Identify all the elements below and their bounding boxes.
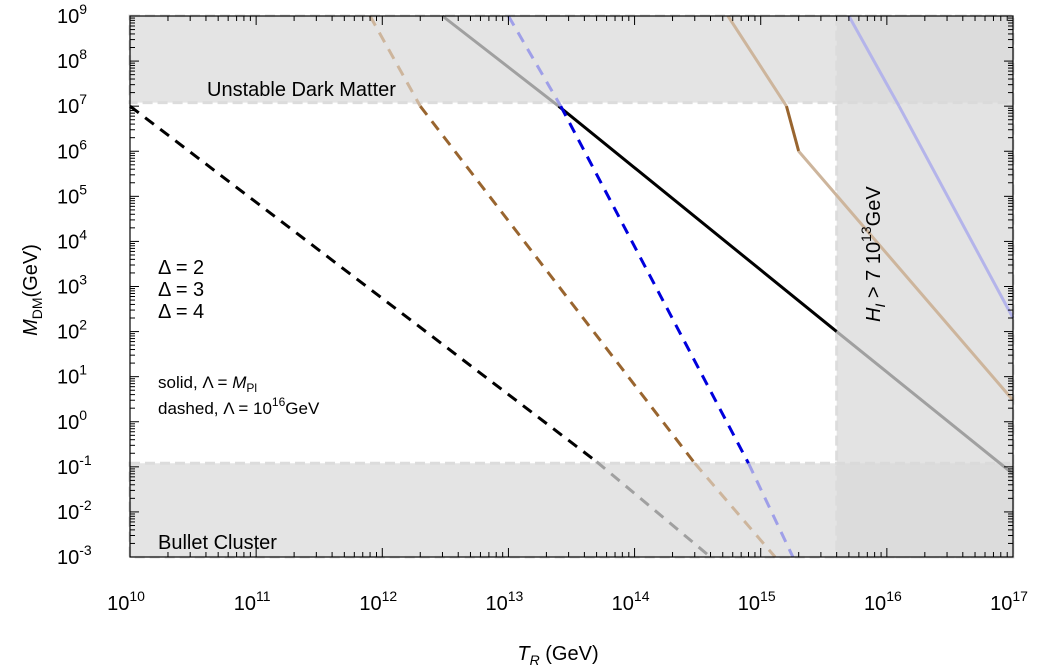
y-tick-label-10: 107 xyxy=(57,91,87,118)
series-1-segment-1 xyxy=(595,460,712,559)
x-tick-label-2: 1012 xyxy=(359,588,397,615)
chart-series xyxy=(129,14,1015,559)
series-5-segment-2 xyxy=(747,462,795,558)
x-tick-label-5: 1015 xyxy=(738,588,776,615)
y-tick-label-4: 101 xyxy=(57,362,87,389)
axis-ticks xyxy=(129,15,1014,558)
region-label-hubble: HI > 7 1013GeV xyxy=(858,186,888,322)
x-tick-label-6: 1016 xyxy=(864,588,902,615)
y-tick-label-0: 10-3 xyxy=(57,542,92,569)
series-5-segment-0 xyxy=(507,15,563,107)
series-1-segment-0 xyxy=(129,104,598,463)
x-axis-label: TR (GeV) xyxy=(517,643,598,668)
region-label-bullet: Bullet Cluster xyxy=(158,532,277,554)
x-tick-label-7: 1017 xyxy=(990,588,1028,615)
region-label-unstable: Unstable Dark Matter xyxy=(207,79,396,101)
series-3-segment-0 xyxy=(368,15,422,107)
legend-entry-delta-3: Δ = 3 xyxy=(158,279,204,301)
y-tick-label-3: 100 xyxy=(57,407,87,434)
series-2-segment-0 xyxy=(726,15,788,107)
axis-labels: 1010 1011 1012 1013 1014 1015 1016 1017 10-3 10-2… xyxy=(57,1,1028,615)
x-tick-label-1: 1011 xyxy=(234,588,271,615)
region-hubble-bound xyxy=(835,14,1015,559)
y-tick-label-5: 102 xyxy=(57,317,87,344)
y-tick-label-12: 109 xyxy=(57,1,87,28)
excluded-regions xyxy=(128,14,1015,559)
y-tick-label-2: 10-1 xyxy=(57,452,92,479)
series-5-segment-1 xyxy=(559,105,750,464)
series-0-segment-1 xyxy=(557,105,838,333)
y-tick-label-6: 103 xyxy=(57,272,87,299)
series-4-segment-1 xyxy=(897,105,1015,319)
y-tick-label-11: 108 xyxy=(57,46,87,73)
y-tick-label-8: 105 xyxy=(57,181,87,208)
series-2-segment-1 xyxy=(785,105,801,152)
series-2-segment-2 xyxy=(797,150,1015,402)
y-tick-label-1: 10-2 xyxy=(57,497,92,524)
y-tick-label-9: 106 xyxy=(57,136,87,163)
x-tick-label-4: 1014 xyxy=(612,588,650,615)
x-tick-label-0: 1010 xyxy=(107,588,145,615)
legend-entry-delta-4: Δ = 4 xyxy=(158,301,204,323)
series-0-segment-2 xyxy=(835,330,1014,475)
legend-entry-delta-2: Δ = 2 xyxy=(158,257,204,279)
x-tick-label-3: 1013 xyxy=(486,588,524,615)
series-3-segment-2 xyxy=(693,462,777,558)
series-4-segment-0 xyxy=(847,15,901,107)
y-axis-label: MDM(GeV) xyxy=(20,244,45,336)
y-tick-label-7: 104 xyxy=(57,226,87,253)
legend-note-solid: solid, Λ = MPl xyxy=(158,373,257,395)
series-3-segment-1 xyxy=(419,105,696,465)
legend-note-dashed: dashed, Λ = 1016GeV xyxy=(158,395,320,418)
legend: Δ = 2 Δ = 3 Δ = 4 solid, Λ = MPl dashed,… xyxy=(158,257,320,418)
series-0-segment-0 xyxy=(441,14,560,108)
